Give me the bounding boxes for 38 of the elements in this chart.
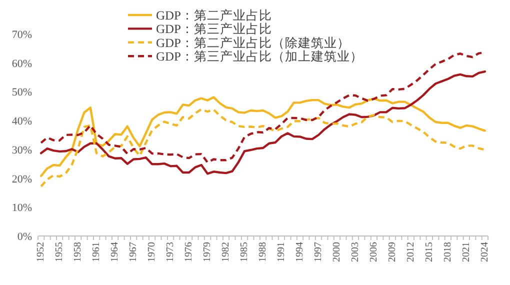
x-tick-label: 2000 [331,242,342,262]
x-tick-label: 1964 [110,242,121,262]
y-tick-label: 60% [12,58,32,70]
x-tick-label: 1991 [276,242,287,262]
x-tick-label: 1994 [294,242,306,262]
legend-label: GDP：第三产业占比（加上建筑业） [156,50,364,64]
y-tick-label: 10% [12,202,32,214]
x-tick-label: 1982 [220,242,232,262]
y-tick-label: 70% [12,29,32,41]
x-tick-label: 1985 [239,242,250,262]
x-tick-label: 1952 [36,242,47,262]
x-tick-label: 1958 [72,242,84,262]
x-tick-label: 2012 [405,242,416,262]
x-tick-label: 2003 [350,242,361,262]
y-tick-label: 20% [12,173,32,186]
y-tick-label: 0% [17,231,32,243]
x-tick-label: 2024 [479,242,490,262]
x-tick-label: 1970 [146,242,158,262]
y-tick-label: 50% [12,86,32,99]
x-tick-label: 1973 [165,242,176,262]
x-tick-label: 2015 [424,242,435,262]
x-tick-label: 1976 [184,242,195,262]
line-series [40,70,486,175]
x-tick-label: 1961 [91,242,102,262]
x-tick-label: 2006 [368,242,380,262]
x-tick-label: 1979 [202,242,214,262]
x-tick-label: 1997 [312,242,324,262]
x-tick-label: 2009 [386,242,398,262]
x-tick-label: 2021 [460,242,472,262]
x-tick-label: 1955 [54,242,66,262]
y-tick-label: 40% [12,116,32,128]
x-tick-label: 2018 [442,242,454,262]
x-tick-label: 1967 [128,242,140,262]
x-tick-label: 1988 [258,242,268,262]
legend-label: GDP：第三产业占比 [156,22,272,36]
legend-label: GDP：第二产业占比（除建筑业） [156,36,350,50]
legend-label: GDP：第二产业占比 [156,8,272,22]
y-tick-label: 30% [12,144,32,156]
